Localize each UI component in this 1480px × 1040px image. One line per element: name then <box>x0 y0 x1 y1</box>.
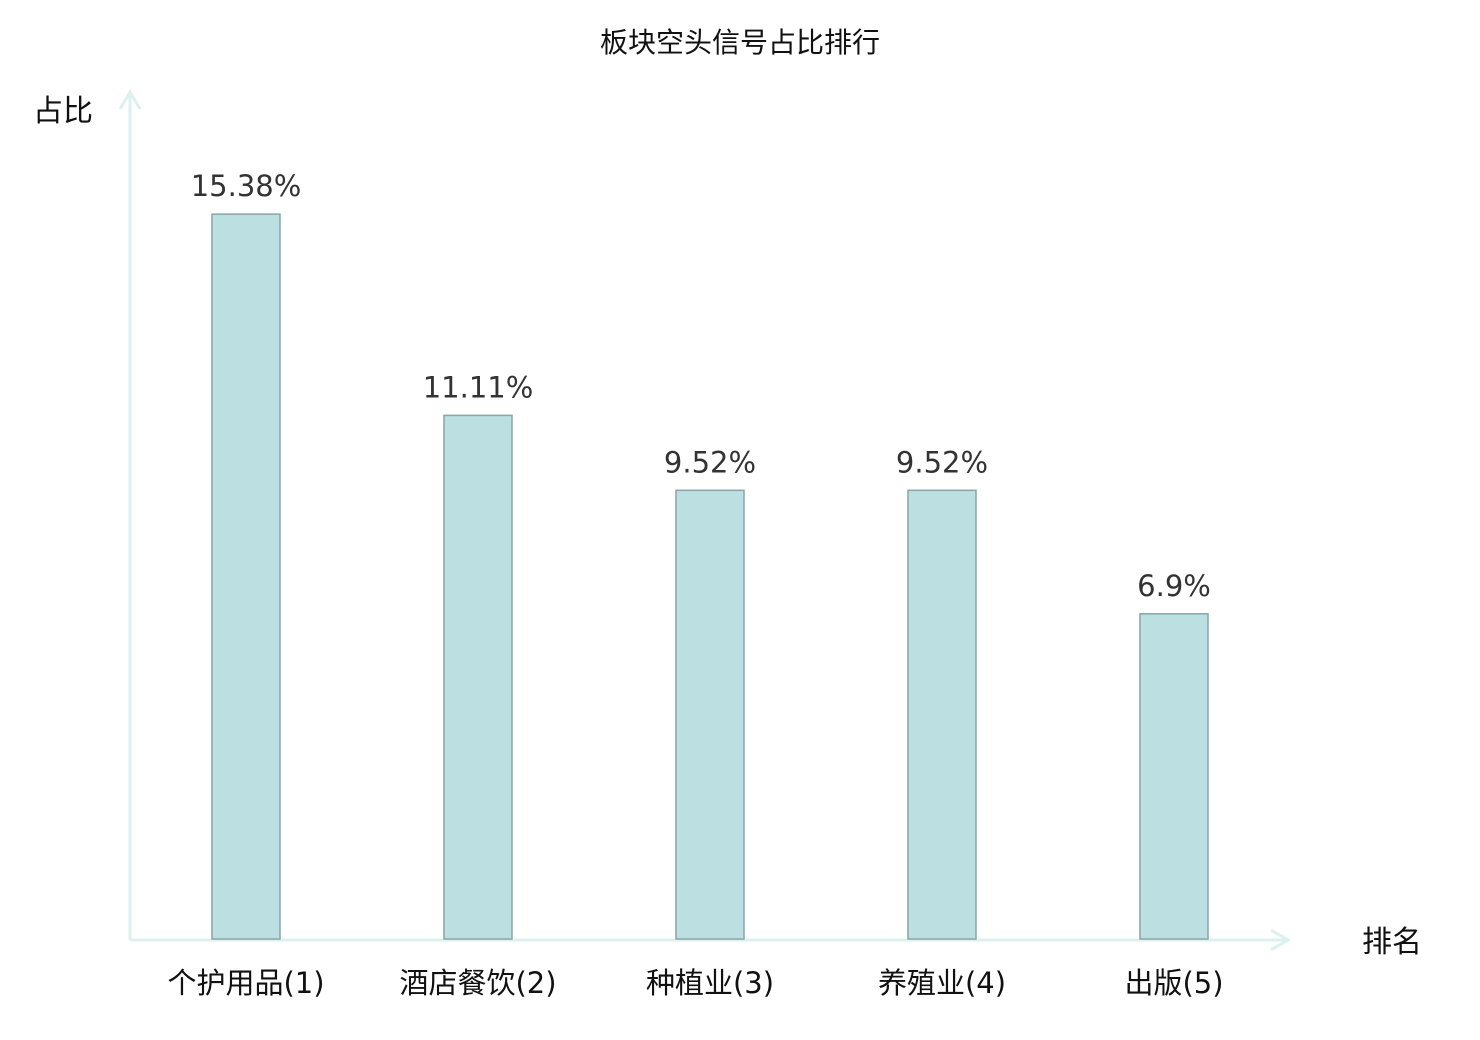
bar-5 <box>1139 613 1209 940</box>
category-labels-group: 个护用品(1) 酒店餐饮(2) 种植业(3) 养殖业(4) 出版(5) <box>167 966 1223 1000</box>
value-label-3: 9.52% <box>664 445 756 479</box>
category-name: 出版 <box>1124 966 1182 1000</box>
category-rank: (5) <box>1182 966 1223 1000</box>
bar-4 <box>907 489 977 940</box>
y-axis-arrow-icon <box>118 89 142 110</box>
category-label-3: 种植业(3) <box>646 966 774 1000</box>
category-rank: (3) <box>733 966 774 1000</box>
x-axis-label: 排名 <box>1362 925 1422 960</box>
category-name: 个护用品 <box>167 966 283 1000</box>
category-label-2: 酒店餐饮(2) <box>399 966 556 1000</box>
category-label-4: 养殖业(4) <box>878 966 1006 1000</box>
y-axis-label: 占比 <box>33 94 93 129</box>
bars-group <box>211 213 1209 940</box>
category-label-1: 个护用品(1) <box>167 966 324 1000</box>
category-name: 养殖业 <box>878 966 965 1000</box>
category-rank: (1) <box>283 966 324 1000</box>
bar-2 <box>443 414 513 940</box>
category-label-5: 出版(5) <box>1124 966 1223 1000</box>
value-label-2: 11.11% <box>423 370 534 404</box>
bar-3 <box>675 489 745 940</box>
category-rank: (4) <box>965 966 1006 1000</box>
bar-1 <box>211 213 281 940</box>
category-name: 种植业 <box>646 966 733 1000</box>
value-label-1: 15.38% <box>191 169 302 203</box>
axes <box>118 89 1291 952</box>
value-label-5: 6.9% <box>1137 569 1211 603</box>
value-label-4: 9.52% <box>896 445 988 479</box>
category-rank: (2) <box>515 966 556 1000</box>
category-name: 酒店餐饮 <box>399 966 515 1000</box>
value-labels-group: 15.38% 11.11% 9.52% 9.52% 6.9% <box>191 169 1211 603</box>
chart-title: 板块空头信号占比排行 <box>600 26 880 59</box>
x-axis-arrow-icon <box>1270 928 1291 952</box>
